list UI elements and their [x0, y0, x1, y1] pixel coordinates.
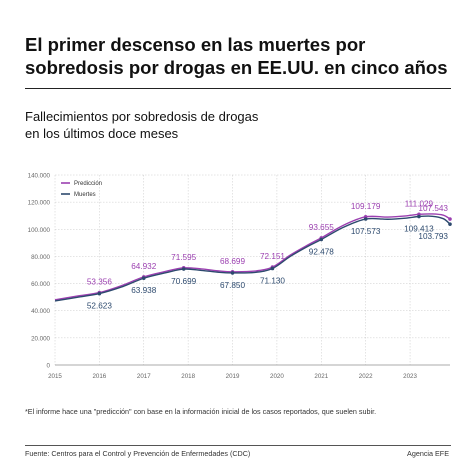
- page-title: El primer descenso en las muertes por so…: [25, 34, 448, 78]
- deaths-point: [230, 271, 235, 275]
- y-tick-label: 140.000: [28, 173, 51, 180]
- deaths-data-label: 52.623: [87, 302, 112, 311]
- line-layer: [54, 213, 451, 302]
- chart-subtitle: Fallecimientos por sobredosis de drogas …: [25, 108, 455, 142]
- x-tick-label: 2021: [314, 373, 328, 380]
- subtitle-line-1: Fallecimientos por sobredosis de drogas: [25, 109, 259, 124]
- prediction-data-label: 64.932: [131, 262, 156, 271]
- deaths-point: [319, 237, 324, 242]
- deaths-data-label: 92.478: [309, 247, 334, 256]
- deaths-point: [97, 291, 102, 296]
- x-tick-label: 2022: [359, 373, 373, 380]
- y-tick-label: 40.000: [31, 308, 50, 315]
- y-tick-label: 20.000: [31, 335, 50, 342]
- deaths-data-label: 71.130: [260, 276, 285, 285]
- deaths-point: [141, 276, 146, 281]
- prediction-data-label: 109.179: [351, 202, 381, 211]
- deaths-point: [363, 217, 368, 221]
- deaths-data-label: 67.850: [220, 281, 245, 290]
- subtitle-line-2: en los últimos doce meses: [25, 126, 179, 141]
- x-tick-label: 2020: [270, 373, 284, 380]
- title-divider: [25, 88, 451, 89]
- prediction-data-label: 93.655: [309, 223, 334, 232]
- prediction-data-label: 68.699: [220, 257, 245, 266]
- x-tick-label: 2017: [137, 373, 151, 380]
- deaths-data-label: 70.699: [171, 277, 196, 286]
- prediction-data-label: 111.029: [405, 199, 434, 208]
- prediction-data-label: 71.595: [171, 253, 196, 262]
- grid-layer: [54, 174, 450, 366]
- chart-svg: 0 20.000 40.000 60.000 80.000 100.000 120.000 1…: [28, 173, 452, 380]
- deaths-point: [181, 267, 186, 271]
- prediction-data-label: 53.356: [87, 278, 112, 287]
- deaths-data-label: 103.793: [418, 232, 448, 241]
- deaths-data-label: 63.938: [131, 286, 156, 295]
- legend-label: Muertes: [74, 192, 96, 198]
- y-tick-label: 100.000: [28, 227, 51, 234]
- prediction-point: [448, 217, 452, 221]
- y-tick-label: 120.000: [28, 200, 51, 207]
- footer-divider: [25, 445, 451, 446]
- label-layer: 53.356 64.932 71.595 68.699 72.151 93.655 109.…: [87, 199, 452, 311]
- prediction-line: [54, 213, 451, 301]
- prediction-data-label: 107.543: [418, 204, 448, 213]
- y-tick-label: 60.000: [31, 281, 50, 288]
- y-tick-label: 80.000: [31, 254, 50, 261]
- footnote: *El informe hace una "predicción" con ba…: [25, 407, 377, 416]
- y-tick-label: 0: [47, 363, 51, 370]
- deaths-point: [270, 266, 275, 271]
- x-tick-label: 2019: [226, 373, 240, 380]
- x-tick-label: 2015: [48, 373, 62, 380]
- x-tick-label: 2023: [403, 373, 417, 380]
- overdose-chart: 0 20.000 40.000 60.000 80.000 100.000 120.000 1…: [0, 160, 474, 400]
- legend-label: Predicción: [74, 181, 102, 187]
- deaths-data-label: 109.413: [404, 225, 434, 234]
- x-tick-label: 2016: [92, 373, 106, 380]
- source-text: Fuente: Centros para el Control y Preven…: [25, 449, 251, 458]
- legend-layer: Predicción Muertes: [61, 181, 102, 198]
- x-tick-label: 2018: [181, 373, 195, 380]
- axis-layer: 0 20.000 40.000 60.000 80.000 100.000 120.000 1…: [28, 173, 450, 380]
- deaths-point: [448, 222, 452, 226]
- credit-text: Agencia EFE: [407, 449, 449, 458]
- prediction-data-label: 72.151: [260, 252, 285, 261]
- deaths-point: [417, 214, 421, 219]
- deaths-data-label: 107.573: [351, 227, 381, 236]
